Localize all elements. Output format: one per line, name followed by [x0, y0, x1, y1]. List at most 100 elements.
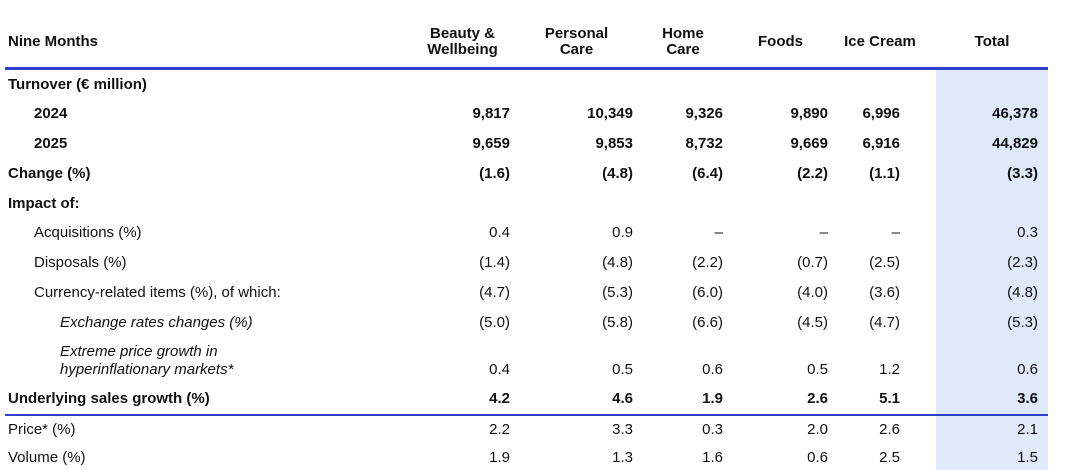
row-label: Currency-related items (%), of which:: [34, 283, 281, 301]
row-label: Exchange rates changes (%): [60, 313, 253, 331]
table-header: Nine Months Beauty & Wellbeing Personal …: [5, 22, 1048, 68]
value-cell: [515, 189, 638, 219]
total-value-cell: (2.3): [936, 248, 1048, 278]
total-value-cell: (3.3): [936, 158, 1048, 189]
value-cell: –: [819, 224, 828, 242]
value-cell: 0.6: [702, 360, 723, 378]
value-cell: (6.6): [692, 313, 723, 331]
value-cell: (5.0): [479, 313, 510, 331]
table-row: Acquisitions (%) 0.4 0.9 – – – 0.3: [5, 218, 1048, 248]
value-cell: 1.3: [612, 448, 633, 466]
column-header-total: Total: [974, 32, 1010, 50]
row-label: Underlying sales growth (%): [8, 390, 210, 408]
value-cell: [728, 68, 833, 99]
value-cell: 1.6: [702, 448, 723, 466]
value-cell: 2.6: [879, 421, 900, 438]
value-cell: 9,817: [472, 105, 510, 123]
value-cell: 9,326: [685, 105, 723, 123]
table-row: Impact of:: [5, 188, 1048, 219]
nine-months-segment-table: Nine Months Beauty & Wellbeing Personal …: [5, 22, 1048, 470]
total-value-cell: 0.6: [936, 337, 1048, 385]
value-cell: –: [714, 224, 723, 242]
row-label: Volume (%): [8, 448, 86, 466]
value-cell: 10,349: [587, 105, 633, 123]
table-row: Currency-related items (%), of which: (4…: [5, 277, 1048, 308]
value-cell: (4.8): [602, 254, 633, 271]
value-cell: (4.5): [797, 313, 828, 331]
row-label: Disposals (%): [34, 254, 127, 271]
row-label: Turnover (€ million): [8, 75, 147, 93]
value-cell: 5.1: [879, 390, 900, 408]
row-label: Change (%): [8, 164, 91, 182]
total-value-cell: 1.5: [936, 443, 1048, 470]
value-cell: –: [891, 224, 900, 242]
total-value-cell: 46,378: [936, 99, 1048, 129]
value-cell: 6,916: [862, 135, 900, 152]
value-cell: (3.6): [869, 283, 900, 301]
value-cell: 0.4: [489, 360, 510, 378]
value-cell: 4.6: [612, 390, 633, 408]
value-cell: 0.3: [702, 421, 723, 438]
value-cell: (2.5): [869, 254, 900, 271]
value-cell: (6.4): [692, 164, 723, 182]
column-header-home-care: Home Care: [662, 25, 704, 58]
value-cell: 9,890: [790, 105, 828, 123]
table-row: Price* (%) 2.2 3.3 0.3 2.0 2.6 2.1: [5, 415, 1048, 444]
value-cell: 1.9: [489, 448, 510, 466]
row-label: 2024: [34, 105, 68, 123]
table-body-main: Turnover (€ million) 2024 9,817 10,349 9…: [5, 68, 1048, 415]
value-cell: [833, 68, 936, 99]
value-cell: 0.5: [612, 360, 633, 378]
value-cell: (5.8): [602, 313, 633, 331]
column-header-personal-care: Personal Care: [544, 25, 609, 58]
value-cell: [410, 68, 515, 99]
value-cell: (4.7): [479, 283, 510, 301]
total-value-cell: [936, 68, 1048, 100]
value-cell: (4.0): [797, 283, 828, 301]
value-cell: [728, 189, 833, 219]
table-row: 2025 9,659 9,853 8,732 9,669 6,916 44,82…: [5, 129, 1048, 159]
value-cell: 2.5: [879, 448, 900, 466]
value-cell: 9,853: [595, 135, 633, 152]
value-cell: (1.4): [479, 254, 510, 271]
value-cell: 0.6: [807, 448, 828, 466]
table-row: Disposals (%) (1.4) (4.8) (2.2) (0.7) (2…: [5, 248, 1048, 278]
value-cell: 0.9: [612, 224, 633, 242]
value-cell: [638, 189, 728, 219]
table-row: Underlying sales growth (%) 4.2 4.6 1.9 …: [5, 384, 1048, 415]
value-cell: (4.8): [602, 164, 633, 182]
total-value-cell: 44,829: [936, 129, 1048, 159]
row-label: Price* (%): [8, 421, 76, 438]
value-cell: (4.7): [869, 313, 900, 331]
header-row: Nine Months Beauty & Wellbeing Personal …: [5, 22, 1048, 68]
value-cell: (0.7): [797, 254, 828, 271]
value-cell: 9,659: [472, 135, 510, 152]
row-label: Acquisitions (%): [34, 224, 142, 242]
table-title: Nine Months: [8, 32, 98, 50]
value-cell: (6.0): [692, 283, 723, 301]
value-cell: 4.2: [489, 390, 510, 408]
row-label: Extreme price growth in hyperinflationar…: [60, 343, 234, 378]
column-header-beauty-wellbeing: Beauty & Wellbeing: [427, 25, 498, 58]
total-value-cell: (4.8): [936, 277, 1048, 308]
column-header-foods: Foods: [758, 32, 803, 50]
table-row: 2024 9,817 10,349 9,326 9,890 6,996 46,3…: [5, 99, 1048, 129]
value-cell: 1.2: [879, 360, 900, 378]
value-cell: (2.2): [692, 254, 723, 271]
total-value-cell: 0.3: [936, 218, 1048, 248]
value-cell: (1.1): [869, 164, 900, 182]
total-value-cell: 2.1: [936, 415, 1048, 444]
table-body-price-volume: Price* (%) 2.2 3.3 0.3 2.0 2.6 2.1 Volum…: [5, 415, 1048, 470]
value-cell: [410, 189, 515, 219]
row-label: Impact of:: [8, 194, 80, 212]
value-cell: [638, 68, 728, 99]
value-cell: 0.5: [807, 360, 828, 378]
total-value-cell: 3.6: [936, 384, 1048, 415]
value-cell: 8,732: [685, 135, 723, 152]
value-cell: (2.2): [797, 164, 828, 182]
value-cell: 3.3: [612, 421, 633, 438]
column-header-ice-cream: Ice Cream: [844, 32, 916, 50]
value-cell: 1.9: [702, 390, 723, 408]
value-cell: (5.3): [602, 283, 633, 301]
